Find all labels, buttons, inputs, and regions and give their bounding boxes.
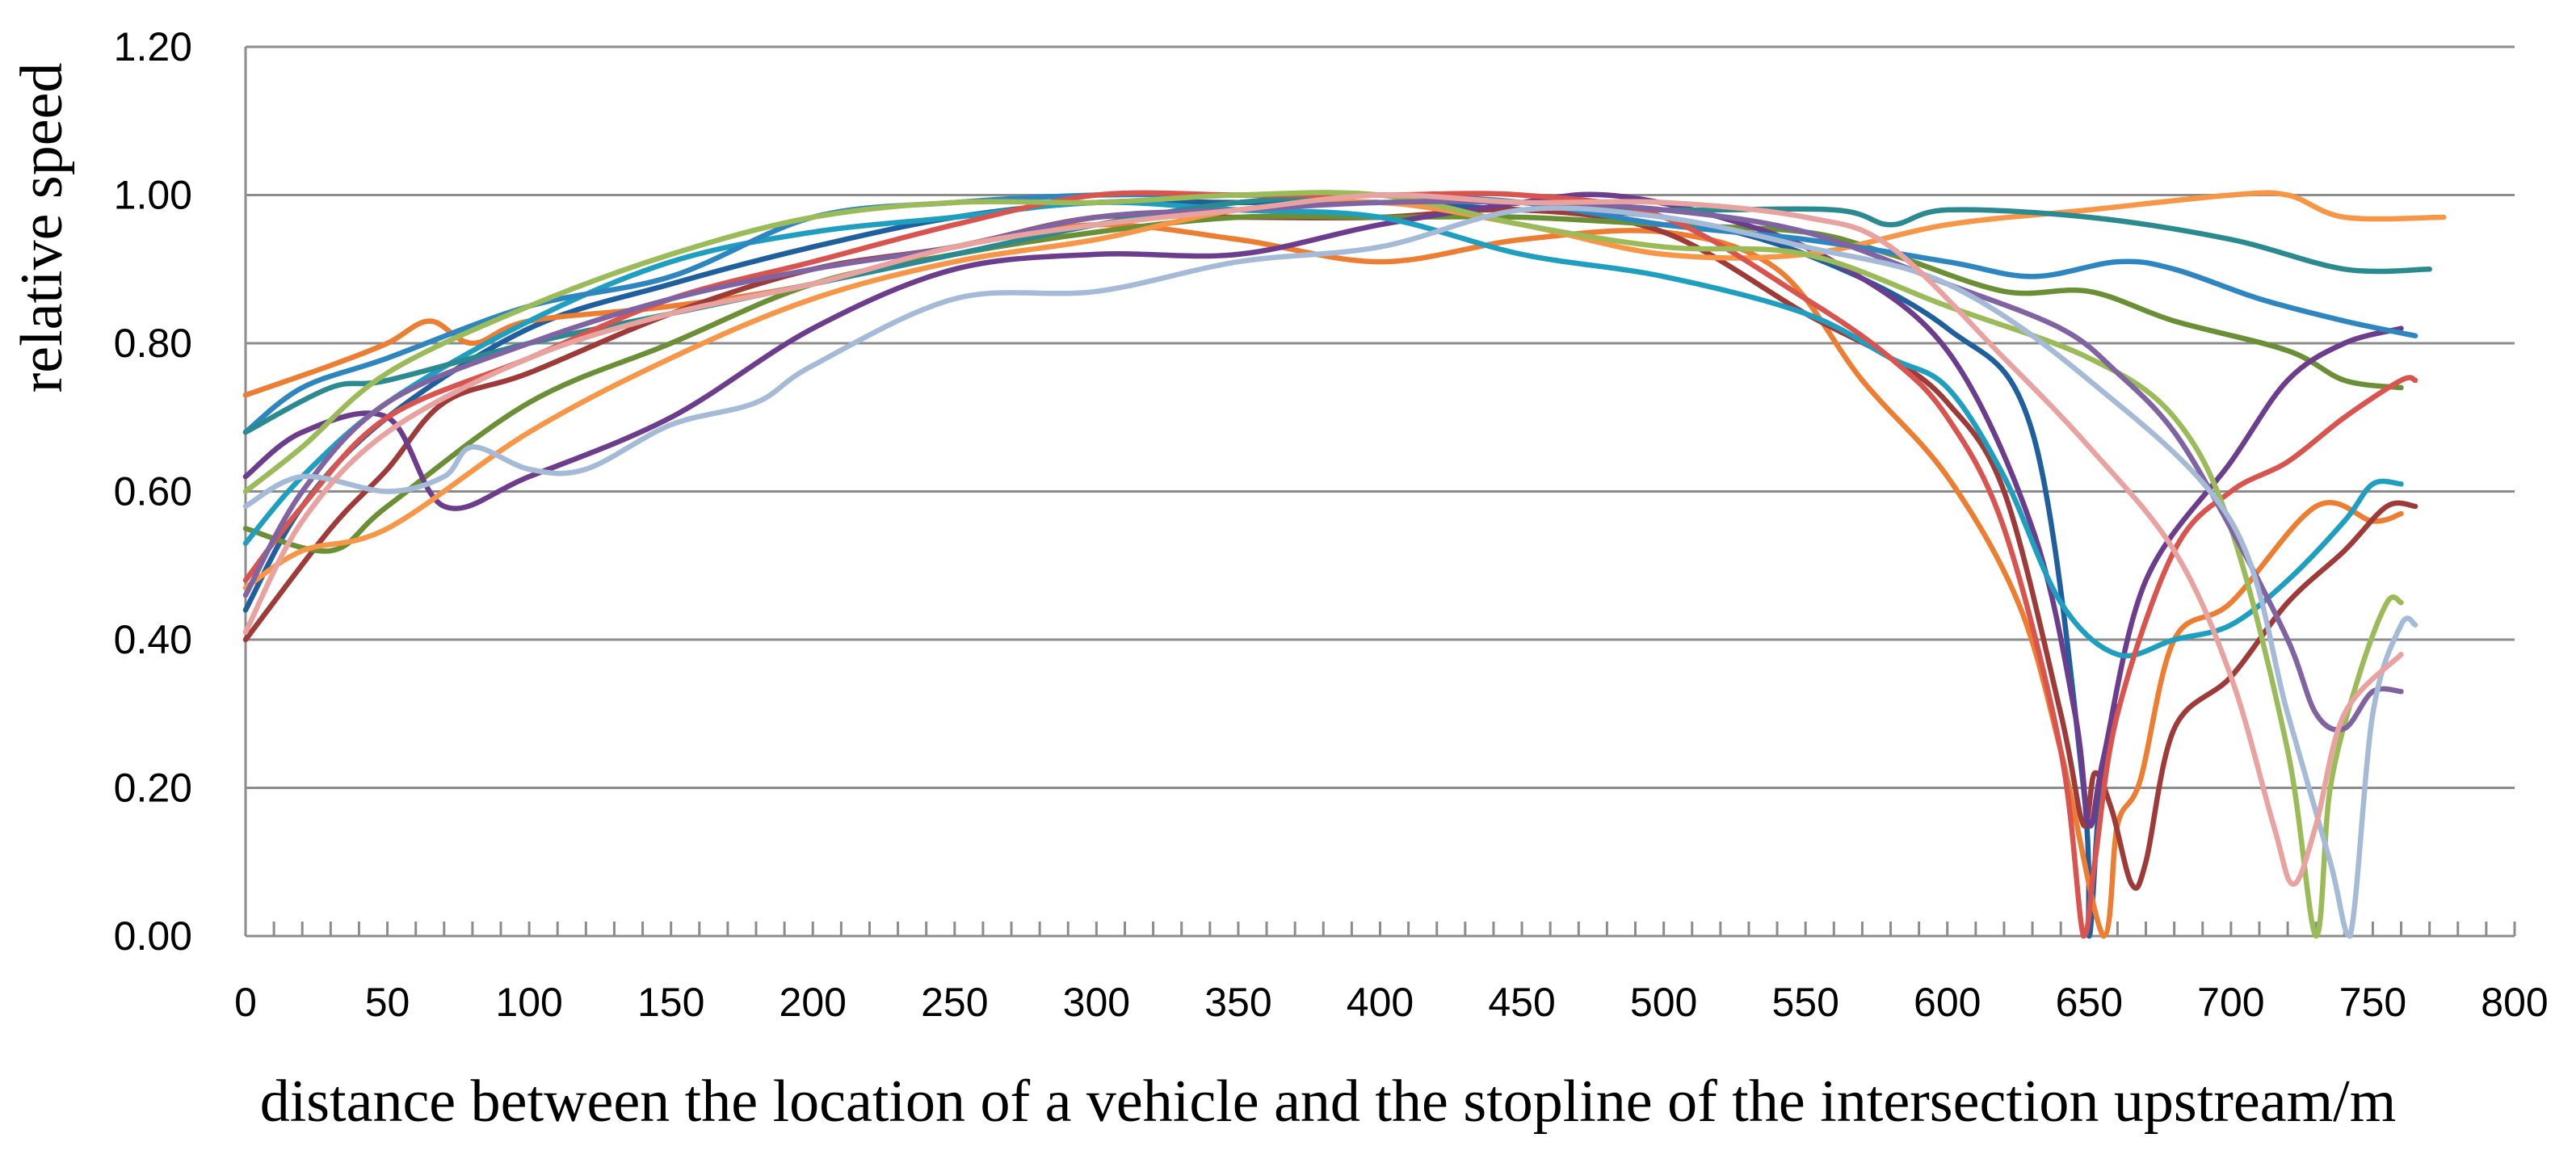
x-tick-label: 750 <box>2339 980 2406 1025</box>
y-tick-label: 1.00 <box>114 173 192 218</box>
y-tick-label: 0.20 <box>114 766 192 811</box>
series-line-12 <box>242 199 2404 733</box>
series-line-1 <box>242 199 2120 939</box>
x-tick-label: 400 <box>1347 980 1414 1025</box>
x-tick-labels: 0 50 100 150 200 250 300 350 400 450 500 550 600 650 7… <box>234 980 2549 1025</box>
series-line-11 <box>242 190 2404 939</box>
x-tick-label: 150 <box>637 980 704 1025</box>
x-tick-label: 800 <box>2481 980 2548 1025</box>
data-series <box>242 190 2447 939</box>
y-axis-title: relative speed <box>9 63 75 393</box>
x-tick-label: 550 <box>1771 980 1838 1025</box>
y-tick-label: 0.80 <box>114 321 192 366</box>
series-line-5 <box>242 191 2404 829</box>
series-line-14 <box>242 192 2404 888</box>
series-line-3 <box>242 207 2418 891</box>
x-tick-label: 650 <box>2056 980 2123 1025</box>
x-tick-label: 50 <box>365 980 410 1025</box>
series-line-4 <box>242 213 2404 554</box>
y-tick-labels: 0.00 0.20 0.40 0.60 0.80 1.00 1.20 <box>114 24 192 959</box>
x-tick-label: 100 <box>495 980 562 1025</box>
x-tick-label: 250 <box>921 980 988 1025</box>
x-tick-label: 300 <box>1063 980 1130 1025</box>
x-tick-label: 700 <box>2197 980 2264 1025</box>
series-line-13 <box>242 205 2418 939</box>
x-tick-label: 0 <box>234 980 257 1025</box>
y-tick-label: 1.20 <box>114 24 192 69</box>
x-axis-title: distance between the location of a vehic… <box>260 1069 2397 1135</box>
y-tick-label: 0.60 <box>114 469 192 514</box>
y-tick-label: 0.00 <box>114 913 192 959</box>
y-tick-label: 0.40 <box>114 617 192 662</box>
x-tick-label: 200 <box>780 980 847 1025</box>
series-line-6 <box>242 199 2404 659</box>
x-tick-label: 600 <box>1914 980 1981 1025</box>
x-tick-label: 450 <box>1488 980 1555 1025</box>
x-tick-label: 500 <box>1630 980 1697 1025</box>
x-tick-label: 350 <box>1204 980 1271 1025</box>
